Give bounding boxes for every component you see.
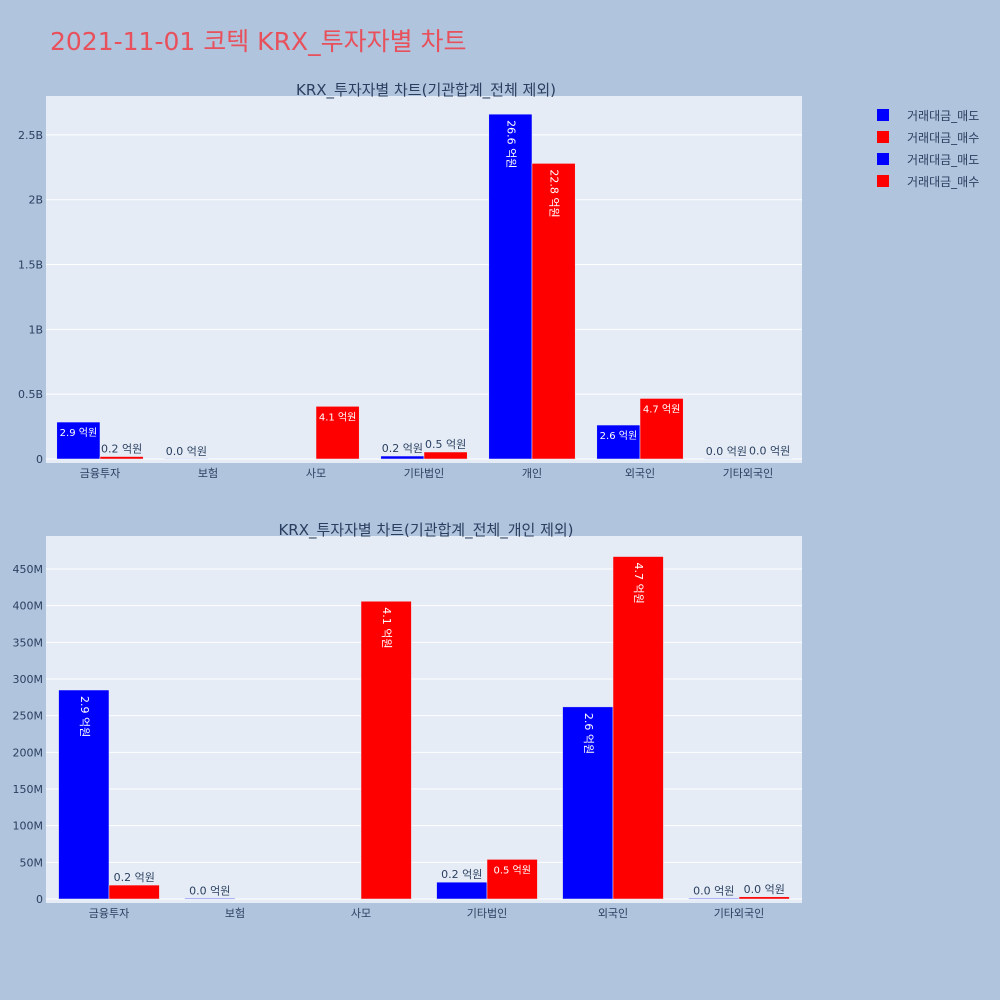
bar: [58, 689, 110, 900]
y-tick-label: 2B: [28, 194, 43, 207]
bar: [108, 884, 160, 900]
data-label: 0.5 억원: [493, 864, 530, 876]
y-tick-label: 0: [36, 453, 43, 466]
y-tick-label: 350M: [13, 636, 44, 649]
bar: [688, 898, 740, 900]
y-tick-label: 450M: [13, 563, 44, 576]
x-tick-label: 외국인: [598, 907, 628, 920]
x-tick-label: 금융투자: [89, 907, 129, 920]
data-label: 2.9 억원: [78, 696, 91, 737]
data-label: 0.0 억원: [693, 884, 734, 897]
data-label: 0.2 억원: [114, 871, 155, 884]
chart-panel: 0 0.5B 1B 1.5B 2B 2.5B KRX_투자자별 차트(기관합계_전체 제외)…: [18, 81, 802, 480]
data-label: 0.0 억원: [189, 884, 230, 897]
bar: [315, 406, 360, 460]
legend-label: 거래대금_매수: [907, 174, 980, 189]
page-title: 2021-11-01 코텍 KRX_투자자별 차트: [50, 27, 467, 56]
x-tick-label: 사모: [306, 467, 326, 480]
legend-item[interactable]: 거래대금_매수: [870, 170, 979, 192]
legend-item[interactable]: 거래대금_매도: [870, 148, 979, 170]
x-tick-label: 기타법인: [404, 467, 444, 480]
chart-title: KRX_투자자별 차트(기관합계_전체 제외): [296, 81, 556, 100]
data-label: 4.7 억원: [643, 403, 680, 415]
y-tick-label: 150M: [13, 783, 44, 796]
y-tick-label: 2.5B: [18, 129, 43, 142]
y-tick-label: 1B: [28, 323, 43, 336]
chart-title: KRX_투자자별 차트(기관합계_전체_개인 제외): [278, 521, 573, 540]
x-tick-label: 사모: [351, 907, 371, 920]
data-label: 2.6 억원: [600, 430, 637, 442]
x-tick-label: 보험: [225, 907, 245, 920]
data-label: 2.6 억원: [582, 713, 595, 754]
bar: [360, 601, 412, 900]
y-tick-label: 100M: [13, 820, 44, 833]
legend-label: 거래대금_매도: [907, 152, 980, 167]
bar: [184, 898, 236, 900]
x-tick-label: 금융투자: [80, 467, 120, 480]
legend: 거래대금_매도 거래대금_매수 거래대금_매도 거래대금_매수: [870, 104, 979, 192]
x-tick-label: 기타외국인: [723, 467, 774, 480]
y-tick-label: 400M: [13, 600, 44, 613]
data-label: 0.0 억원: [744, 883, 785, 896]
bar: [562, 706, 614, 900]
data-label: 0.5 억원: [425, 438, 466, 451]
bar: [380, 455, 425, 460]
data-label: 22.8 억원: [548, 169, 561, 217]
data-label: 4.7 억원: [632, 563, 645, 604]
data-label: 26.6 억원: [504, 120, 517, 168]
data-label: 0.2 억원: [441, 868, 482, 881]
legend-swatch: [877, 109, 889, 121]
data-label: 0.2 억원: [382, 442, 423, 455]
y-tick-label: 300M: [13, 673, 44, 686]
y-tick-label: 0.5B: [18, 388, 43, 401]
bar: [423, 451, 468, 460]
bar: [436, 881, 488, 900]
y-tick-label: 0: [36, 893, 43, 906]
bar: [596, 424, 641, 460]
bar: [99, 456, 144, 460]
data-label: 0.2 억원: [101, 443, 142, 456]
data-label: 4.1 억원: [380, 607, 393, 648]
bar: [639, 398, 684, 460]
legend-label: 거래대금_매도: [907, 108, 980, 123]
x-tick-label: 기타외국인: [714, 907, 765, 920]
bar: [738, 896, 790, 900]
x-tick-label: 개인: [522, 467, 542, 480]
plot-area: [46, 96, 802, 463]
bar: [531, 163, 576, 460]
legend-swatch: [877, 131, 889, 143]
legend-item[interactable]: 거래대금_매도: [870, 104, 979, 126]
data-label: 4.1 억원: [319, 411, 356, 423]
legend-swatch: [877, 175, 889, 187]
x-tick-label: 보험: [198, 467, 218, 480]
bar: [486, 859, 538, 900]
bar: [612, 556, 664, 900]
x-tick-label: 외국인: [625, 467, 655, 480]
legend-item[interactable]: 거래대금_매수: [870, 126, 979, 148]
x-tick-label: 기타법인: [467, 907, 507, 920]
legend-label: 거래대금_매수: [907, 130, 980, 145]
data-label: 0.0 억원: [166, 445, 207, 458]
y-tick-label: 1.5B: [18, 259, 43, 272]
data-label: 2.9 억원: [60, 427, 97, 439]
plot-area: [46, 536, 802, 903]
y-tick-label: 200M: [13, 746, 44, 759]
bar: [56, 421, 101, 460]
y-tick-label: 50M: [20, 856, 44, 869]
legend-swatch: [877, 153, 889, 165]
y-tick-label: 250M: [13, 710, 44, 723]
data-label: 0.0 억원: [749, 445, 790, 458]
bar: [488, 113, 533, 460]
chart-panel: 0 50M 100M 150M 200M 250M 300M 350M 400M 450M KRX_…: [13, 521, 802, 920]
data-label: 0.0 억원: [706, 445, 747, 458]
